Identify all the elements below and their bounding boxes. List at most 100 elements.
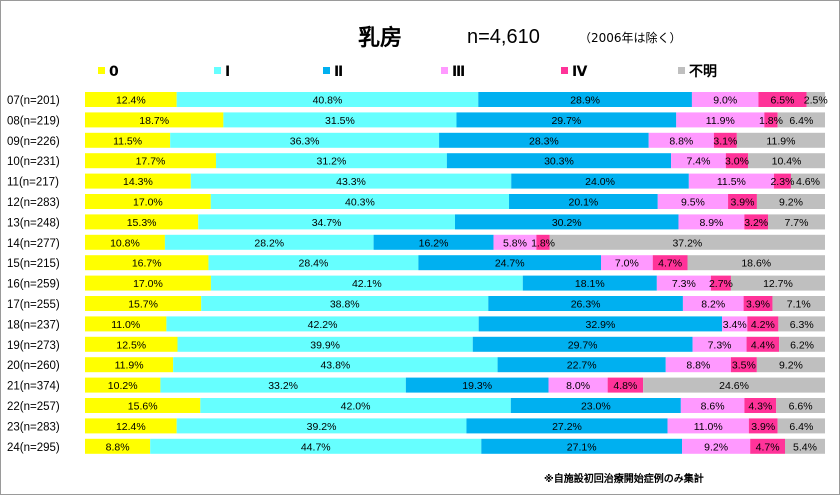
bar-segment (728, 194, 757, 209)
bar-segment (790, 173, 825, 189)
bar-segment (509, 194, 658, 209)
data-label: 4.6% (796, 176, 820, 188)
bar-segment (85, 132, 171, 148)
bar-segment (373, 234, 494, 250)
bar-segment (85, 418, 177, 434)
bar-segment (497, 357, 666, 373)
bar-segment (758, 92, 807, 107)
data-label: 39.2% (307, 421, 337, 433)
data-label: 12.4% (116, 421, 146, 433)
bar-segment (522, 275, 657, 291)
bar-segment (493, 234, 537, 250)
bar-segment (656, 275, 711, 291)
data-label: 4.2% (751, 319, 775, 331)
data-label: 34.7% (312, 217, 342, 229)
bar-segment (85, 234, 165, 250)
bar-segment (713, 132, 737, 148)
bar-segment (743, 296, 773, 311)
data-label: 36.3% (290, 135, 320, 147)
data-label: 24.7% (495, 258, 525, 270)
bar-segment (215, 153, 447, 169)
data-label: 6.3% (790, 319, 814, 331)
category-label: 20(n=260) (7, 360, 60, 372)
footnote: ※自施設初回治療開始症例のみ集計 (544, 472, 704, 485)
data-label: 6.5% (771, 95, 795, 107)
data-label: 11.9% (115, 360, 144, 372)
data-label: 7.1% (787, 299, 811, 311)
data-label: 18.1% (575, 278, 605, 290)
bar-segment (678, 214, 745, 230)
data-label: 42.1% (352, 278, 382, 290)
data-label: 8.8% (106, 441, 130, 453)
bar-segment (164, 234, 374, 250)
data-label: 3.0% (725, 156, 749, 168)
data-label: 12.4% (116, 95, 146, 107)
bar-segment (722, 316, 748, 332)
legend-label-3: Ⅲ (452, 64, 465, 80)
data-label: 9.2% (779, 360, 803, 372)
category-label: 17(n=255) (7, 299, 60, 311)
data-label: 2.7% (709, 278, 733, 290)
data-labels: 12.4% 40.8% 28.9% 9.0% 6.5% 2.5% 18.7% 31.5% 29.… (106, 95, 828, 454)
bar-segment (756, 194, 825, 209)
bar-segment (85, 357, 174, 373)
data-label: 16.2% (419, 237, 449, 249)
bar-segment (85, 173, 191, 189)
data-label: 18.6% (741, 258, 771, 270)
data-label: 10.4% (772, 156, 802, 168)
data-label: 43.8% (320, 360, 350, 372)
chart-header: 乳房 n=4,610 （2006年は除く） (358, 25, 682, 51)
data-label: 24.0% (585, 176, 615, 188)
bar-segment (667, 418, 749, 434)
bar-segment (676, 112, 765, 128)
bar-segment (692, 336, 747, 352)
bar-segment (688, 173, 774, 189)
data-label: 3.9% (746, 299, 770, 311)
data-label: 2.5% (804, 95, 828, 107)
category-label: 13(n=248) (7, 217, 60, 229)
bar-segment (744, 214, 769, 230)
bar-segment (785, 438, 825, 454)
data-label: 38.8% (330, 299, 360, 311)
bar-segment (170, 132, 440, 148)
data-label: 11.9% (766, 135, 795, 147)
category-label: 21(n=374) (7, 381, 60, 393)
data-label: 22.7% (567, 360, 597, 372)
bar-segment (418, 255, 602, 271)
data-label: 8.8% (686, 360, 710, 372)
legend-swatch-4 (561, 67, 568, 74)
bar-segment (472, 336, 693, 352)
data-label: 42.0% (341, 401, 371, 413)
bar-segment (657, 194, 729, 209)
data-label: 4.4% (751, 339, 775, 351)
data-label: 12.5% (116, 339, 146, 351)
bar-segment (177, 336, 473, 352)
data-label: 27.1% (567, 441, 597, 453)
data-label: 3.4% (723, 319, 747, 331)
data-label: 14.3% (123, 176, 153, 188)
data-label: 3.9% (731, 197, 755, 209)
data-label: 11.0% (694, 421, 723, 433)
data-label: 4.7% (658, 258, 682, 270)
data-label: 30.2% (552, 217, 582, 229)
data-label: 10.8% (110, 237, 140, 249)
bar-segment (548, 377, 608, 393)
bar-segment (85, 214, 199, 230)
data-label: 6.4% (789, 115, 813, 127)
category-label: 19(n=273) (7, 340, 60, 352)
data-label: 32.9% (586, 319, 616, 331)
data-label: 12.7% (763, 278, 793, 290)
category-label: 16(n=259) (7, 279, 60, 291)
data-label: 23.0% (581, 401, 611, 413)
bar-segment (748, 153, 825, 169)
category-axis-labels: 07(n=201) 08(n=219) 09(n=226) 10(n=231) 11(n… (7, 95, 60, 454)
data-label: 7.0% (615, 258, 639, 270)
data-label: 28.3% (529, 135, 559, 147)
data-label: 39.9% (310, 339, 340, 351)
data-label: 17.7% (136, 156, 166, 168)
data-label: 11.0% (111, 319, 140, 331)
data-label: 28.2% (254, 237, 284, 249)
bar-segment (478, 316, 723, 332)
data-label: 9.0% (713, 95, 737, 107)
bar-segment (549, 234, 825, 250)
